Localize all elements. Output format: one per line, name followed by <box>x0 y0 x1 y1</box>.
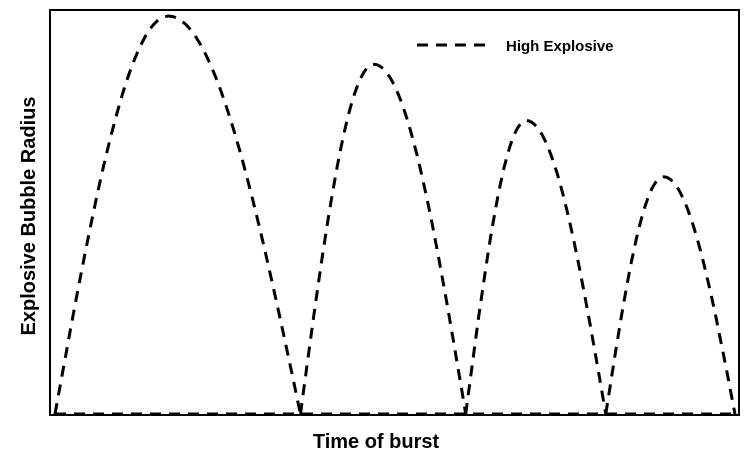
legend: High Explosive <box>417 38 614 55</box>
x-axis-label: Time of burst <box>313 431 440 453</box>
y-axis-label: Explosive Bubble Radius <box>18 97 40 336</box>
legend-label-high-explosive: High Explosive <box>506 38 614 55</box>
plot-frame <box>49 9 740 416</box>
bubble-curve-4 <box>604 175 737 415</box>
bubble-curve-2 <box>299 62 468 415</box>
series-layer <box>53 14 737 416</box>
bubble-curve-1 <box>53 14 302 415</box>
bubble-curve-3 <box>464 119 608 415</box>
